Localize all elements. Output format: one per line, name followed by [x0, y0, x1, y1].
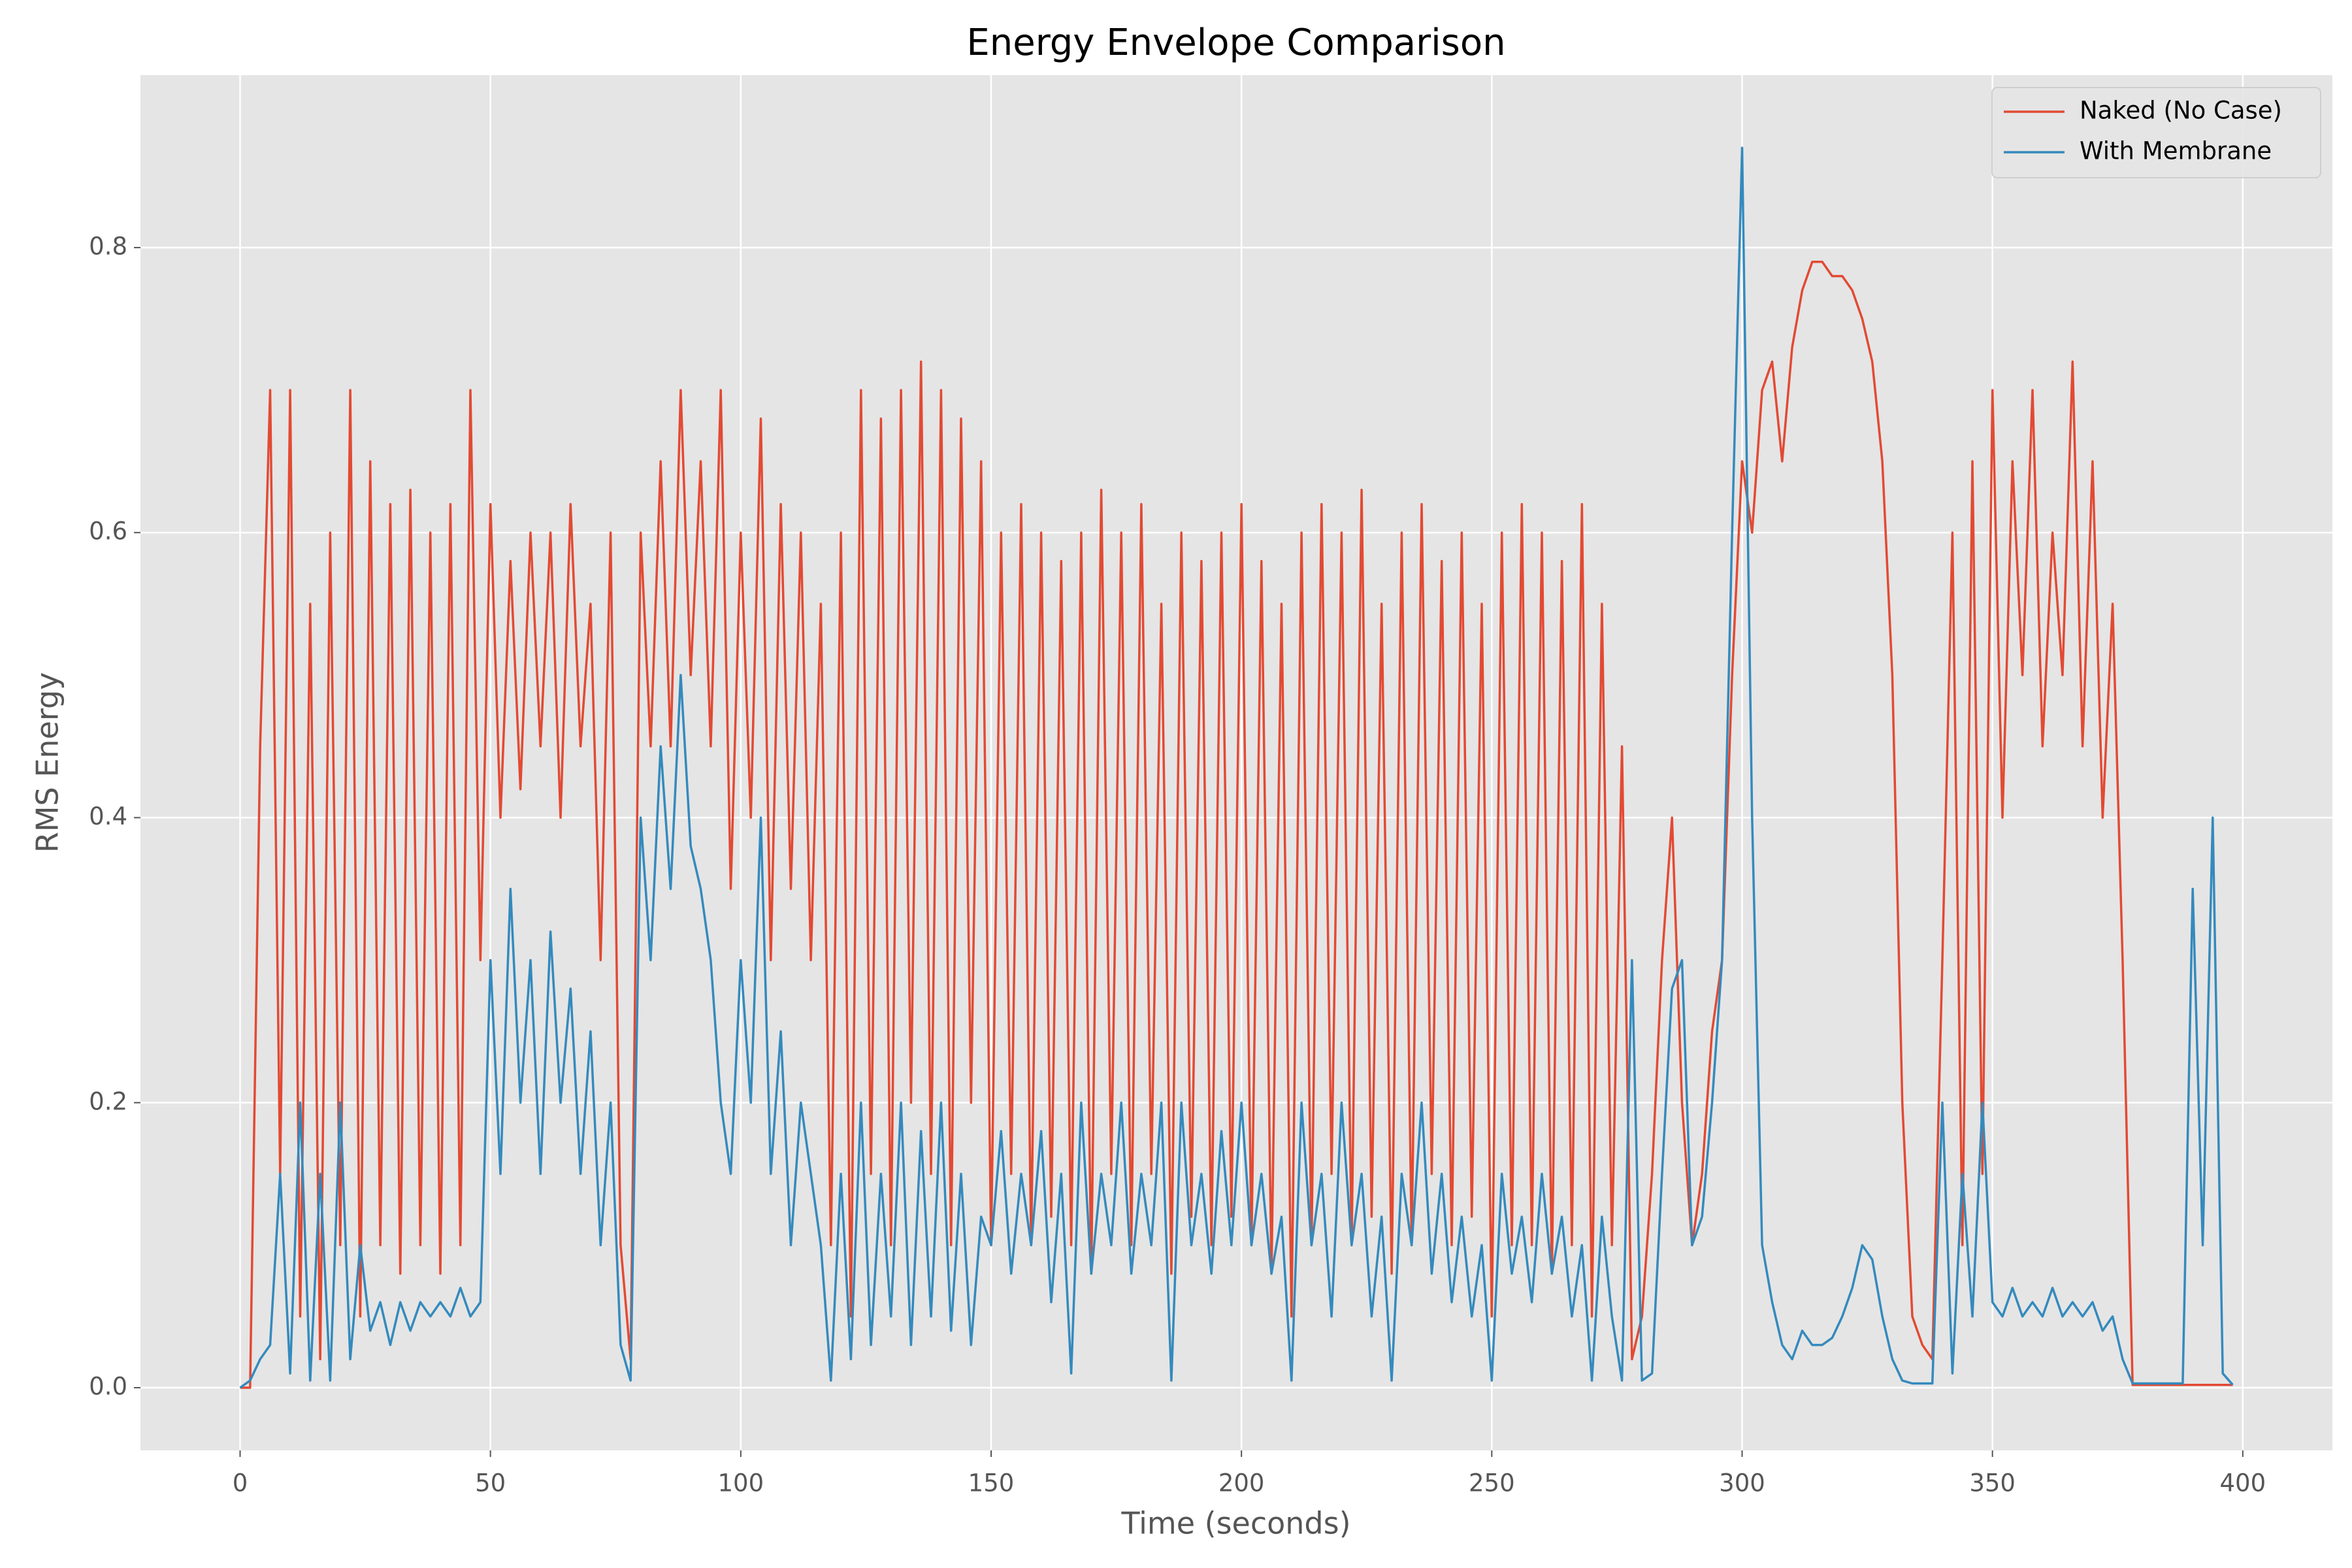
data-line — [239, 146, 2234, 1389]
x-tick-label: 0 — [233, 1469, 248, 1497]
y-axis-label: RMS Energy — [30, 672, 65, 853]
x-tick-label: 150 — [968, 1469, 1015, 1497]
chart-title: Energy Envelope Comparison — [966, 22, 1505, 64]
legend-label: Naked (No Case) — [2080, 97, 2282, 125]
legend-box — [1991, 87, 2321, 178]
x-tick-label: 200 — [1218, 1469, 1265, 1497]
y-tick-label: 0.4 — [89, 802, 127, 830]
x-tick-label: 300 — [1719, 1469, 1765, 1497]
x-tick-label: 100 — [718, 1469, 764, 1497]
x-tick-label: 250 — [1469, 1469, 1515, 1497]
legend: Naked (No Case) With Membrane — [1991, 87, 2321, 178]
data-line — [240, 261, 2233, 1389]
plot-area — [140, 75, 2332, 1450]
x-tick-label: 50 — [475, 1469, 506, 1497]
legend-label: With Membrane — [2080, 137, 2272, 165]
plot-lines — [239, 146, 2234, 1389]
y-tick-label: 0.6 — [89, 517, 127, 546]
x-tick-label: 400 — [2220, 1469, 2266, 1497]
y-tick-label: 0.0 — [89, 1373, 127, 1401]
y-tick-label: 0.8 — [89, 232, 127, 260]
x-tick-label: 350 — [1969, 1469, 2016, 1497]
x-axis-label: Time (seconds) — [1120, 1506, 1350, 1541]
y-tick-label: 0.2 — [89, 1087, 127, 1115]
